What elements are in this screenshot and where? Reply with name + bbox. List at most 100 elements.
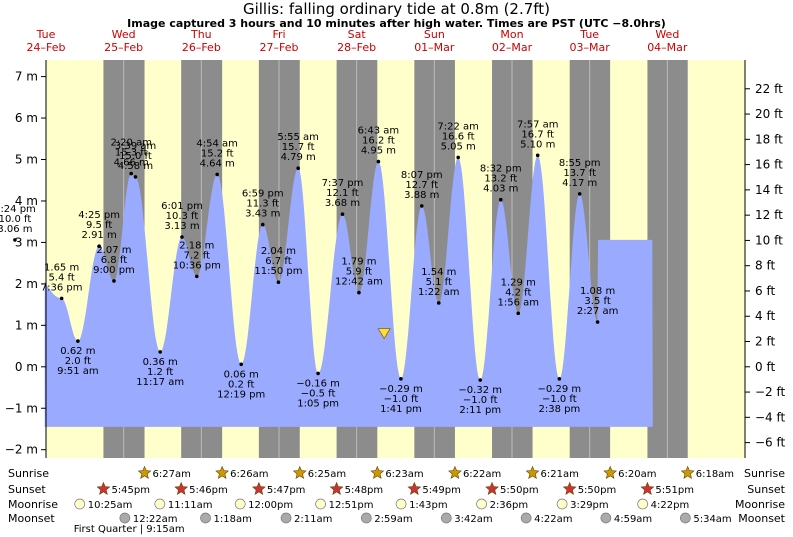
moonset-time: 5:34am (693, 514, 731, 525)
tide-label-line2: 10.3 ft (166, 211, 199, 222)
tide-label-line1: 2:20 am (110, 138, 152, 149)
tide-label-line2: 4.2 ft (505, 287, 531, 298)
tide-label-line3: 3.13 m (164, 221, 199, 232)
tide-label-line3: 4.79 m (281, 152, 316, 163)
moon-phase-label: First Quarter | 9:15am (74, 524, 185, 535)
tide-label-line2: 16.6 ft (442, 131, 475, 142)
day-name: Mon (500, 28, 523, 41)
y-tick-label-right: 2 ft (755, 335, 775, 349)
tide-point (215, 172, 219, 177)
day-date: 27–Feb (260, 41, 299, 54)
tide-label-line1: 0.06 m (224, 369, 259, 380)
sunrise-time: 6:26am (230, 469, 268, 480)
y-tick-label-right: 4 ft (755, 309, 775, 323)
tide-point (112, 279, 116, 283)
tide-label-line3: 1:22 am (418, 287, 460, 298)
tide-point (97, 244, 101, 248)
tide-point (478, 378, 483, 382)
sun-icon (603, 465, 618, 479)
tide-point (195, 274, 199, 279)
sunrise-time: 6:23am (385, 469, 423, 480)
sunset-time: 5:47pm (267, 485, 306, 496)
tide-label-line1: 2.04 m (261, 246, 296, 257)
y-tick-label-right: −4 ft (755, 410, 786, 424)
y-tick-label-right: 8 ft (755, 259, 775, 273)
sunset-time: 5:50pm (500, 485, 539, 496)
moon-icon (680, 512, 691, 524)
tide-label-line2: 15.7 ft (282, 142, 315, 153)
tide-label-line1: 2:24 pm (0, 204, 36, 215)
day-date: 04–Mar (647, 41, 688, 54)
moonset-time: 12:22am (133, 514, 178, 525)
tide-label-line1: 6:59 pm (242, 189, 284, 200)
y-tick-label-right: 6 ft (755, 284, 775, 298)
tide-point (557, 377, 562, 381)
y-tick-label-right: 0 ft (755, 360, 775, 374)
moon-icon (74, 498, 86, 510)
tide-label-line1: 1.29 m (501, 277, 536, 288)
moonset-time: 4:22am (534, 514, 572, 525)
tide-label-line3: 3.43 m (245, 209, 280, 220)
moon-icon (119, 512, 131, 524)
tide-label-line2: 3.5 ft (584, 296, 610, 307)
y-tick-label-left: 7 m (15, 70, 38, 84)
tide-label-line3: 5.05 m (441, 141, 476, 152)
tide-label-line3: 12:42 am (335, 277, 383, 288)
sunset-time: 5:46pm (189, 485, 228, 496)
tide-point (59, 296, 64, 301)
tide-point (239, 362, 244, 367)
moon-icon (234, 498, 246, 510)
day-date: 28–Feb (337, 41, 376, 54)
tide-point (595, 320, 600, 324)
tide-label-line3: 4.95 m (361, 146, 396, 157)
day-name: Wed (655, 28, 679, 41)
moonrise-time: 12:51pm (329, 500, 374, 511)
moon-icon (637, 498, 648, 510)
tide-label-line3: 5.10 m (520, 139, 555, 150)
tide-label-line1: −0.16 m (296, 378, 340, 389)
sunset-time: 5:51pm (655, 485, 694, 496)
tide-label-line1: 1.79 m (341, 257, 376, 268)
tide-label-line3: 2:27 am (577, 306, 619, 317)
moonrise-time: 3:29pm (570, 500, 609, 511)
tide-label-line1: 3:39 am (115, 141, 157, 152)
tide-label-line3: 3.68 m (325, 198, 360, 209)
y-tick-label-left: 5 m (15, 153, 38, 167)
tide-label-line2: 12.7 ft (405, 180, 438, 191)
tide-label-line2: 7.2 ft (184, 250, 210, 261)
moonrise-time: 11:11am (168, 500, 213, 511)
sunrise-time: 6:21am (541, 469, 579, 480)
tide-point (399, 377, 403, 381)
tide-label-line2: 11.3 ft (246, 199, 279, 210)
tide-label-line2: 15.2 ft (201, 148, 234, 159)
moonset-time: 4:59am (614, 514, 652, 525)
y-tick-label-right: −6 ft (755, 436, 786, 450)
day-date: 02–Mar (492, 41, 533, 54)
tide-point (436, 301, 441, 305)
moon-icon (200, 512, 211, 524)
tide-label-line2: 6.8 ft (101, 255, 127, 266)
tide-point (260, 222, 265, 227)
tide-point (13, 238, 17, 242)
tide-label-line3: 11:50 pm (254, 266, 302, 277)
tide-point (158, 350, 162, 354)
sunset-time: 5:50pm (578, 485, 617, 496)
sun-icon (215, 465, 230, 479)
row-label-moonrise: Moonrise (8, 498, 58, 511)
moonset-time: 3:42am (454, 514, 492, 525)
tide-label-line2: 5.1 ft (426, 277, 452, 288)
tide-label-line3: 3.06 m (0, 224, 33, 235)
tide-point (180, 235, 184, 239)
moon-icon (476, 498, 487, 510)
sunrise-time: 6:20am (618, 469, 656, 480)
day-date: 25–Feb (104, 41, 143, 54)
y-tick-label-right: 18 ft (755, 132, 783, 146)
tide-label-line1: −0.29 m (538, 384, 582, 395)
sunset-time: 5:45pm (111, 485, 150, 496)
sun-icon (370, 465, 385, 479)
tide-label-line1: 4:54 am (196, 138, 238, 149)
tide-label-line3: 4.17 m (562, 178, 597, 189)
tide-label-line2: 5.4 ft (48, 272, 74, 283)
tide-point (76, 339, 80, 343)
day-date: 24–Feb (27, 41, 66, 54)
